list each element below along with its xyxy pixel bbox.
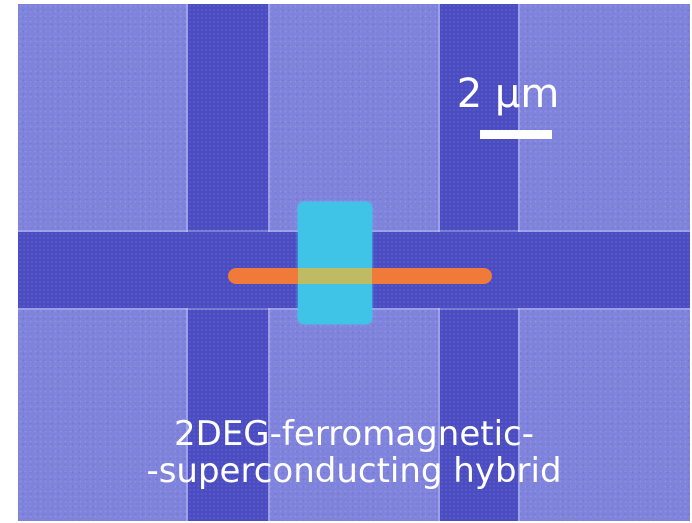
image-caption: 2DEG-ferromagnetic- -superconducting hyb… xyxy=(78,416,630,489)
scale-bar xyxy=(480,130,552,139)
caption-line-1: 2DEG-ferromagnetic- xyxy=(174,414,534,454)
scale-bar-label: 2 μm xyxy=(456,71,560,117)
superconducting-pad xyxy=(298,202,372,324)
overlap-region xyxy=(298,268,372,284)
micrograph-image: 2 μm 2DEG-ferromagnetic- -superconductin… xyxy=(18,4,690,521)
caption-line-2: -superconducting hybrid xyxy=(146,450,562,491)
